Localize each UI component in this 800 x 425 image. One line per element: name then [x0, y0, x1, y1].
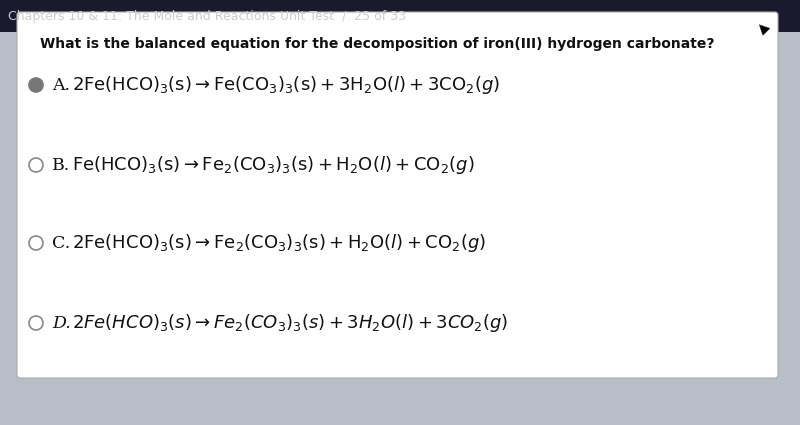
Text: $\mathregular{2Fe(HCO)_3(s) \rightarrow Fe(CO_3)_3(s) + 3H_2O(}$$\mathit{l}$$\ma: $\mathregular{2Fe(HCO)_3(s) \rightarrow …	[72, 74, 500, 96]
Circle shape	[29, 316, 43, 330]
Text: $\mathregular{2Fe(HCO)_3(s) \rightarrow Fe_2(CO_3)_3(s) + H_2O(}$$\mathit{l}$$\m: $\mathregular{2Fe(HCO)_3(s) \rightarrow …	[72, 232, 486, 254]
Text: B.: B.	[52, 156, 70, 173]
Circle shape	[29, 158, 43, 172]
FancyBboxPatch shape	[17, 12, 778, 378]
Text: Chapters 10 & 11: The Mole and Reactions Unit Test  /  25 of 33: Chapters 10 & 11: The Mole and Reactions…	[8, 9, 406, 23]
Text: D.: D.	[52, 314, 70, 332]
Bar	[0, 0, 800, 32]
Text: C.: C.	[52, 235, 70, 252]
Text: ▲: ▲	[754, 18, 772, 36]
Text: $\mathregular{Fe(HCO)_3(s) \rightarrow Fe_2(CO_3)_3(s) + H_2O(}$$\mathit{l}$$\ma: $\mathregular{Fe(HCO)_3(s) \rightarrow F…	[72, 154, 474, 176]
Text: A.: A.	[52, 76, 70, 94]
Circle shape	[29, 78, 43, 92]
Text: What is the balanced equation for the decomposition of iron(III) hydrogen carbon: What is the balanced equation for the de…	[40, 37, 714, 51]
Circle shape	[29, 236, 43, 250]
Text: $\mathit{2Fe(HCO)_3(s) \rightarrow Fe_2(CO_3)_3(s) + 3H_2O(l)+3CO_2(g)}$: $\mathit{2Fe(HCO)_3(s) \rightarrow Fe_2(…	[72, 312, 508, 334]
